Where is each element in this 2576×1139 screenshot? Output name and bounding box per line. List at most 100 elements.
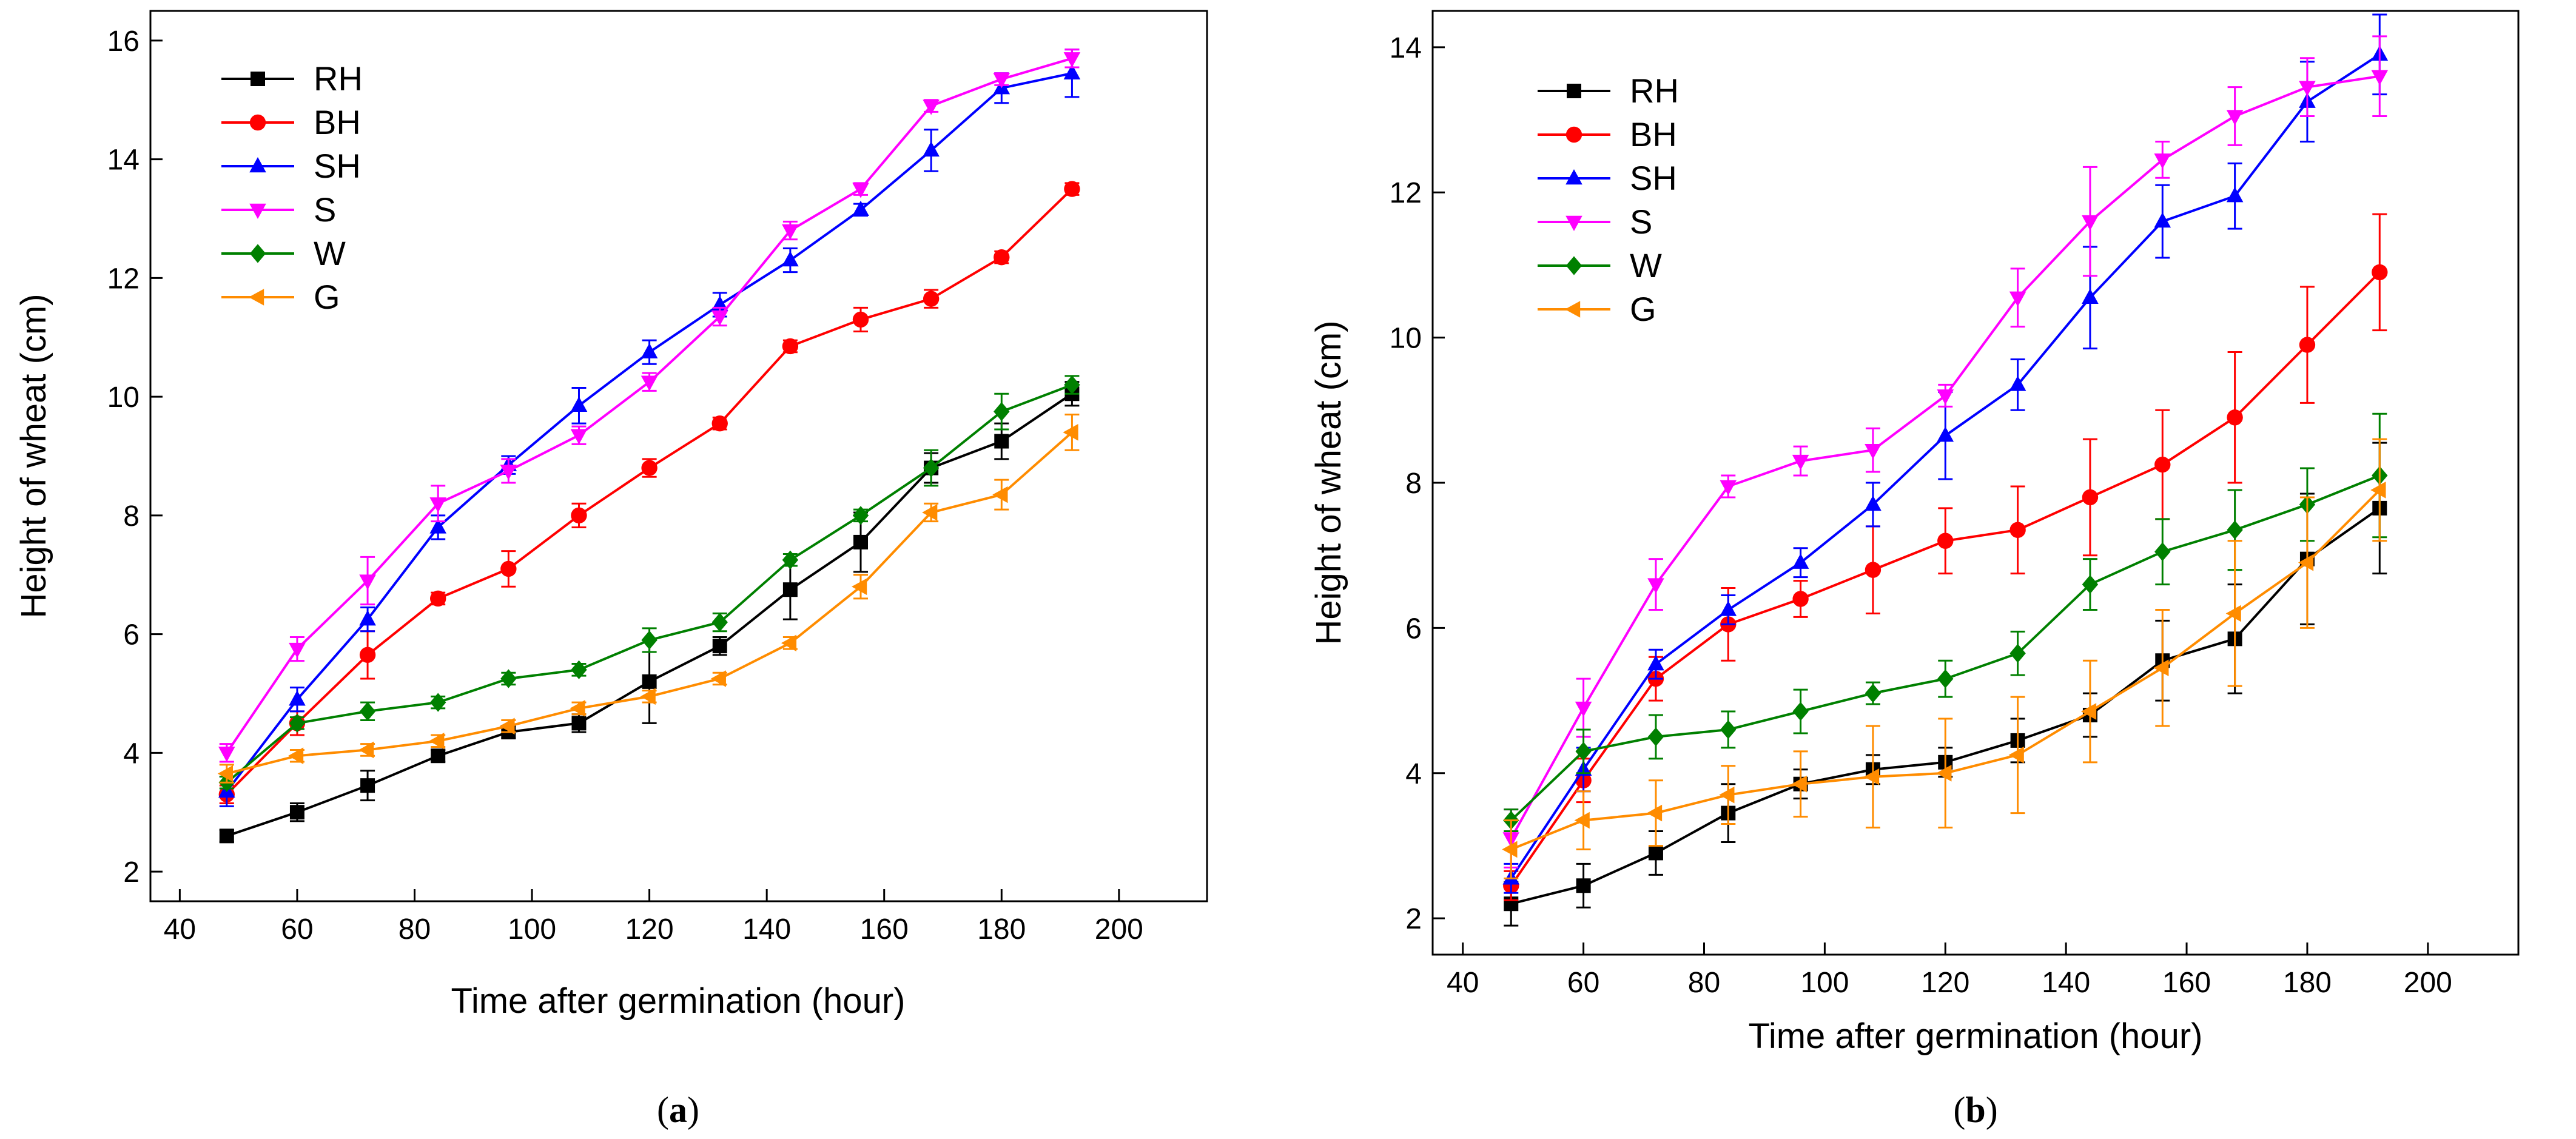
data-point [289,713,306,733]
series-W [218,375,1080,792]
data-point [2226,110,2244,126]
data-point [429,518,447,534]
x-tick-label: 180 [977,913,1026,946]
legend-item-SH: SH [221,147,361,185]
data-point [431,748,446,764]
y-tick-label: 12 [107,263,140,295]
data-point [2226,187,2244,203]
data-point [500,465,517,480]
data-point [359,574,376,590]
data-point [1063,424,1078,441]
legend-item-RH: RH [1538,72,1679,110]
legend-swatch-marker [1565,169,1582,185]
data-point [2227,409,2243,426]
data-point [1064,375,1080,395]
legend-swatch-marker [1565,215,1582,231]
data-point [1937,533,1954,549]
data-point [852,578,867,596]
x-tick-label: 80 [399,913,431,946]
data-point [782,251,799,267]
data-point [359,647,376,664]
data-point [1719,786,1735,804]
data-point [500,560,517,577]
data-point [570,396,588,412]
legend-swatch-marker [1567,84,1581,98]
data-point [782,550,799,570]
y-tick-label: 10 [1390,323,1422,355]
plot-frame-a [149,10,1208,902]
legend-label: BH [1630,115,1677,153]
data-point [642,674,657,689]
legend-label: RH [1630,72,1679,110]
data-point [1064,181,1080,197]
data-point [994,434,1009,449]
data-point [994,402,1010,422]
chart-panel-a: 40 60 80 100 120 140 160 180 200 2 4 6 8 10 12 14 16 RH B… [14,10,1208,1130]
legend-label: SH [314,147,361,185]
x-tick-label: 120 [625,913,674,946]
data-point [571,716,587,731]
data-point [1791,775,1807,793]
data-point [2225,605,2241,622]
data-point [358,741,374,759]
x-tick-label: 40 [1447,967,1479,999]
legend-a: RH BH SH SWG [221,59,363,316]
ticks-a: 40 60 80 100 120 140 160 180 200 2 4 6 8 10 12 14 16 [107,25,1143,946]
data-point [289,642,306,659]
data-point [2227,520,2243,540]
x-tick-label: 160 [860,913,909,946]
data-point [641,630,657,650]
legend-item-G: G [1538,290,1656,328]
panel-label-a: a [669,1090,687,1130]
data-point [1575,742,1592,761]
data-point [1647,655,1664,671]
panel-label-b: b [1965,1090,1985,1130]
data-point [1575,701,1592,717]
x-tick-label: 180 [2283,967,2332,999]
data-point [359,702,376,721]
data-point [923,291,940,307]
legend-item-S: S [1538,203,1652,241]
data-point [359,610,376,626]
data-point [1792,702,1809,721]
series-RH [219,381,1080,844]
data-point [1865,684,1882,703]
data-point [289,805,304,820]
x-tick-label: 40 [164,913,196,946]
data-point [1574,811,1590,829]
data-point [2082,574,2099,594]
data-point [993,73,1011,89]
legend-swatch-marker [249,244,266,263]
y-tick-label: 10 [107,381,140,414]
marks-a [217,49,1081,844]
data-point [852,183,869,198]
data-point [641,460,657,476]
data-point [1720,720,1737,739]
data-point [2370,482,2386,499]
data-point [2009,291,2026,307]
data-point [430,693,446,712]
data-point [2008,747,2024,764]
legend-swatch-marker [249,114,266,131]
data-point [2009,643,2026,663]
data-point [782,224,799,240]
series-G [1502,438,2387,879]
legend-label: BH [314,103,361,141]
data-point [852,506,869,525]
legend-item-RH: RH [221,59,363,98]
x-tick-label: 120 [1921,967,1969,999]
data-point [640,688,656,705]
y-axis-title-a: Height of wheat (cm) [14,294,53,618]
y-axis-title-b: Height of wheat (cm) [1309,320,1348,645]
x-tick-label: 60 [1567,967,1599,999]
y-tick-label: 2 [123,856,140,889]
data-point [2154,212,2171,228]
y-tick-label: 4 [1405,758,1422,790]
data-point [782,338,799,355]
data-point [1863,768,1880,785]
data-point [2298,554,2314,571]
panel-caption-a: (a) [657,1090,699,1130]
data-point [852,311,869,328]
data-point [852,200,869,217]
data-point [711,310,728,326]
